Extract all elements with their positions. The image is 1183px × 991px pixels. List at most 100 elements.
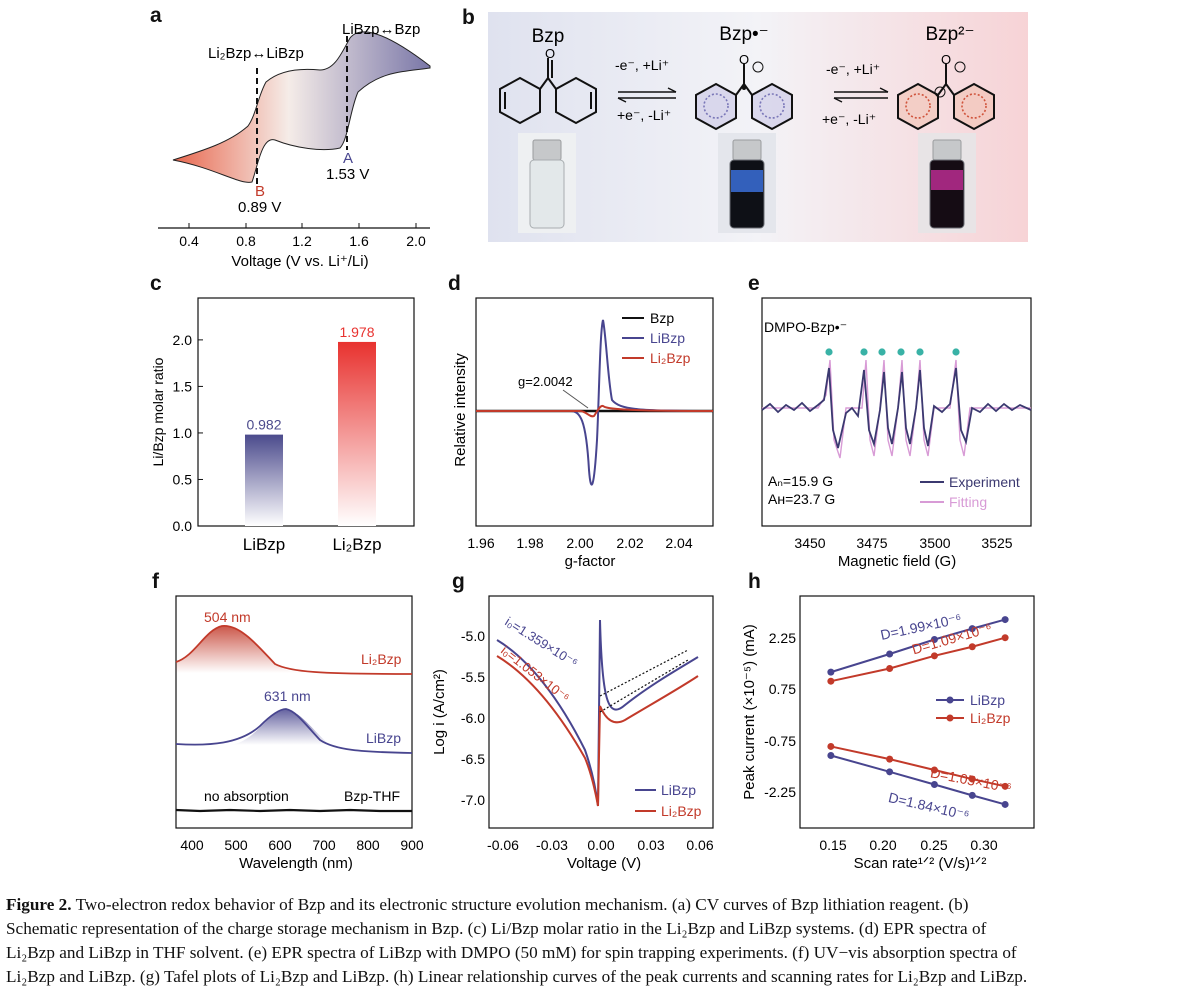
oxygen-3: O: [941, 52, 951, 67]
bar-value-label: 1.978: [339, 324, 374, 340]
vial-bzp: [518, 133, 576, 233]
x-ticks-a: [188, 223, 417, 228]
caption-line-1: Figure 2. Two-electron redox behavior of…: [6, 893, 1178, 917]
tick-f-5: 900: [400, 837, 424, 853]
bar-2: [338, 341, 376, 526]
plot-frame-h: [799, 595, 1035, 829]
series-point: [968, 625, 976, 633]
series-point: [1001, 616, 1009, 624]
tick-d-4: 2.04: [665, 535, 692, 551]
tick-e-0: 3450: [794, 535, 825, 551]
legend-h-libzp: LiBzp: [970, 692, 1005, 708]
tick-e-2: 3500: [919, 535, 950, 551]
panel-label-g: g: [452, 570, 465, 593]
tick-f-0: 400: [180, 837, 204, 853]
plot-frame-f: [175, 595, 413, 829]
legend-h: LiBzp Li₂Bzp: [936, 692, 1011, 726]
panel-label-b: b: [462, 6, 475, 29]
ytick-label-c: 0.5: [173, 471, 193, 487]
molecule-bzp: [499, 58, 597, 125]
uv-fill-li2bzp: [176, 625, 320, 673]
oxygen-1: O: [545, 46, 555, 61]
peak-504: 504 nm: [204, 609, 251, 625]
tick-f-3: 700: [312, 837, 336, 853]
tick-f-2: 600: [268, 837, 292, 853]
panel-c: 0.0 0.5 1.0 1.5 2.0 Li/Bzp molar ratio 0.982…: [150, 297, 415, 554]
series-point: [886, 665, 894, 672]
trace-label-bzp-thf: Bzp-THF: [344, 788, 400, 804]
panel-label-d: d: [448, 272, 461, 295]
caption-line-2: Schematic representation of the charge s…: [6, 919, 987, 938]
tick-d-0: 1.96: [467, 535, 494, 551]
hyperfine-markers: [825, 348, 960, 356]
tick-a-3: 1.6: [349, 233, 369, 249]
bar-1: [245, 434, 283, 526]
series-point: [968, 775, 976, 783]
g-annotation: g=2.0042: [518, 374, 573, 389]
ytick-h-1: 0.75: [769, 681, 796, 697]
tick-e-3: 3525: [981, 535, 1012, 551]
panel-label-h: h: [748, 570, 761, 593]
tick-a-1: 0.8: [236, 233, 256, 249]
y-label-d: Relative intensity: [452, 353, 469, 467]
panel-f: 504 nm 631 nm Li₂Bzp LiBzp Bzp-THF no ab…: [175, 595, 424, 872]
tick-h-2: 0.25: [920, 837, 947, 853]
legend-e-fitting: Fitting: [949, 494, 987, 510]
uv-curve-libzp: [175, 708, 413, 754]
legend-d: Bzp LiBzp Li₂Bzp: [622, 310, 691, 366]
tick-a-0: 0.4: [179, 233, 199, 249]
tick-d-2: 2.00: [566, 535, 593, 551]
series-point: [827, 668, 835, 676]
epr-curve-li2bzp: [476, 404, 714, 418]
oxygen-2: O: [739, 52, 749, 67]
tick-a-2: 1.2: [292, 233, 312, 249]
tick-h-1: 0.20: [869, 837, 896, 853]
epr-curve-libzp: [476, 319, 714, 486]
ytick-label-c: 1.0: [173, 425, 193, 441]
tick-d-1: 1.98: [516, 535, 543, 551]
ytick-g-0: -5.0: [461, 628, 485, 644]
tafel-fit-2: [599, 659, 689, 713]
tick-g-3: 0.03: [637, 837, 664, 853]
x-label-f: Wavelength (nm): [239, 855, 353, 872]
uv-curve-bzp-thf: [175, 808, 412, 813]
series-point: [886, 768, 894, 776]
caption-line-4: Li₂Bzp and LiBzp. (g) Tafel plots of Li₂…: [6, 967, 1028, 986]
equilibrium-arrow-1: [617, 87, 677, 103]
series-point: [1001, 634, 1009, 642]
legend-e: Experiment Fitting: [920, 474, 1020, 510]
y-label-h: Peak current (×10⁻⁵) (mA): [741, 624, 758, 799]
ytick-g-2: -6.0: [461, 710, 485, 726]
panel-label-a: a: [150, 4, 162, 27]
trace-label-li2bzp: Li₂Bzp: [361, 651, 402, 667]
legend-d-libzp: LiBzp: [650, 330, 685, 346]
species-bzp-dianion: Bzp²⁻: [925, 24, 974, 45]
molecule-bzp-radical: [695, 64, 793, 131]
x-label-a: Voltage (V vs. Li⁺/Li): [231, 253, 368, 270]
diffusion-coefficient-label: D=1.05×10⁻⁶: [929, 764, 1013, 795]
series-point: [827, 677, 835, 685]
arrow2-top-label: -e⁻, +Li⁺: [826, 61, 880, 77]
figure-caption: Figure 2. Two-electron redox behavior of…: [6, 893, 1178, 989]
legend-d-bzp: Bzp: [650, 310, 674, 326]
tafel-curve-li2bzp: [496, 655, 699, 807]
peak-b-value: 0.89 V: [238, 199, 281, 216]
caption-line-3: Li₂Bzp and LiBzp in THF solvent. (e) EPR…: [6, 943, 1017, 962]
legend-g: LiBzp Li₂Bzp: [635, 782, 702, 819]
ytick-label-c: 0.0: [173, 518, 193, 534]
series-point: [886, 755, 894, 763]
vial-bzp-dianion: [918, 133, 976, 233]
series-point: [1001, 800, 1009, 808]
x-label-e: Magnetic field (G): [838, 553, 956, 570]
plot-frame-g: [488, 595, 714, 829]
species-bzp-radical: Bzp•⁻: [719, 24, 768, 45]
ytick-label-c: 1.5: [173, 378, 193, 394]
tick-g-0: -0.06: [487, 837, 519, 853]
x-label-d: g-factor: [565, 553, 616, 570]
param-ah: Aʜ=23.7 G: [768, 491, 835, 507]
tafel-curve-libzp: [496, 619, 699, 807]
plot-frame-e: [761, 297, 1032, 527]
ytick-h-3: -2.25: [764, 784, 796, 800]
species-bzp: Bzp: [532, 26, 565, 47]
